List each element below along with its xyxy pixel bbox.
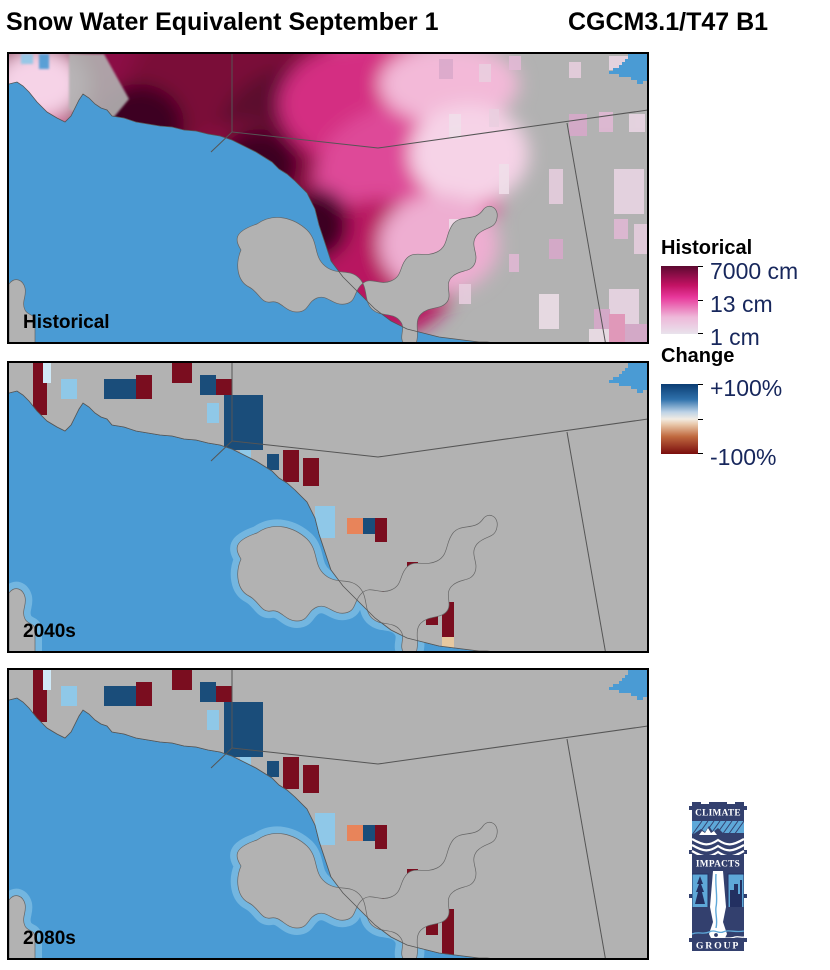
svg-text:CLIMATE: CLIMATE <box>695 809 741 819</box>
svg-text:GROUP: GROUP <box>696 941 740 952</box>
svg-text:IMPACTS: IMPACTS <box>696 860 740 870</box>
